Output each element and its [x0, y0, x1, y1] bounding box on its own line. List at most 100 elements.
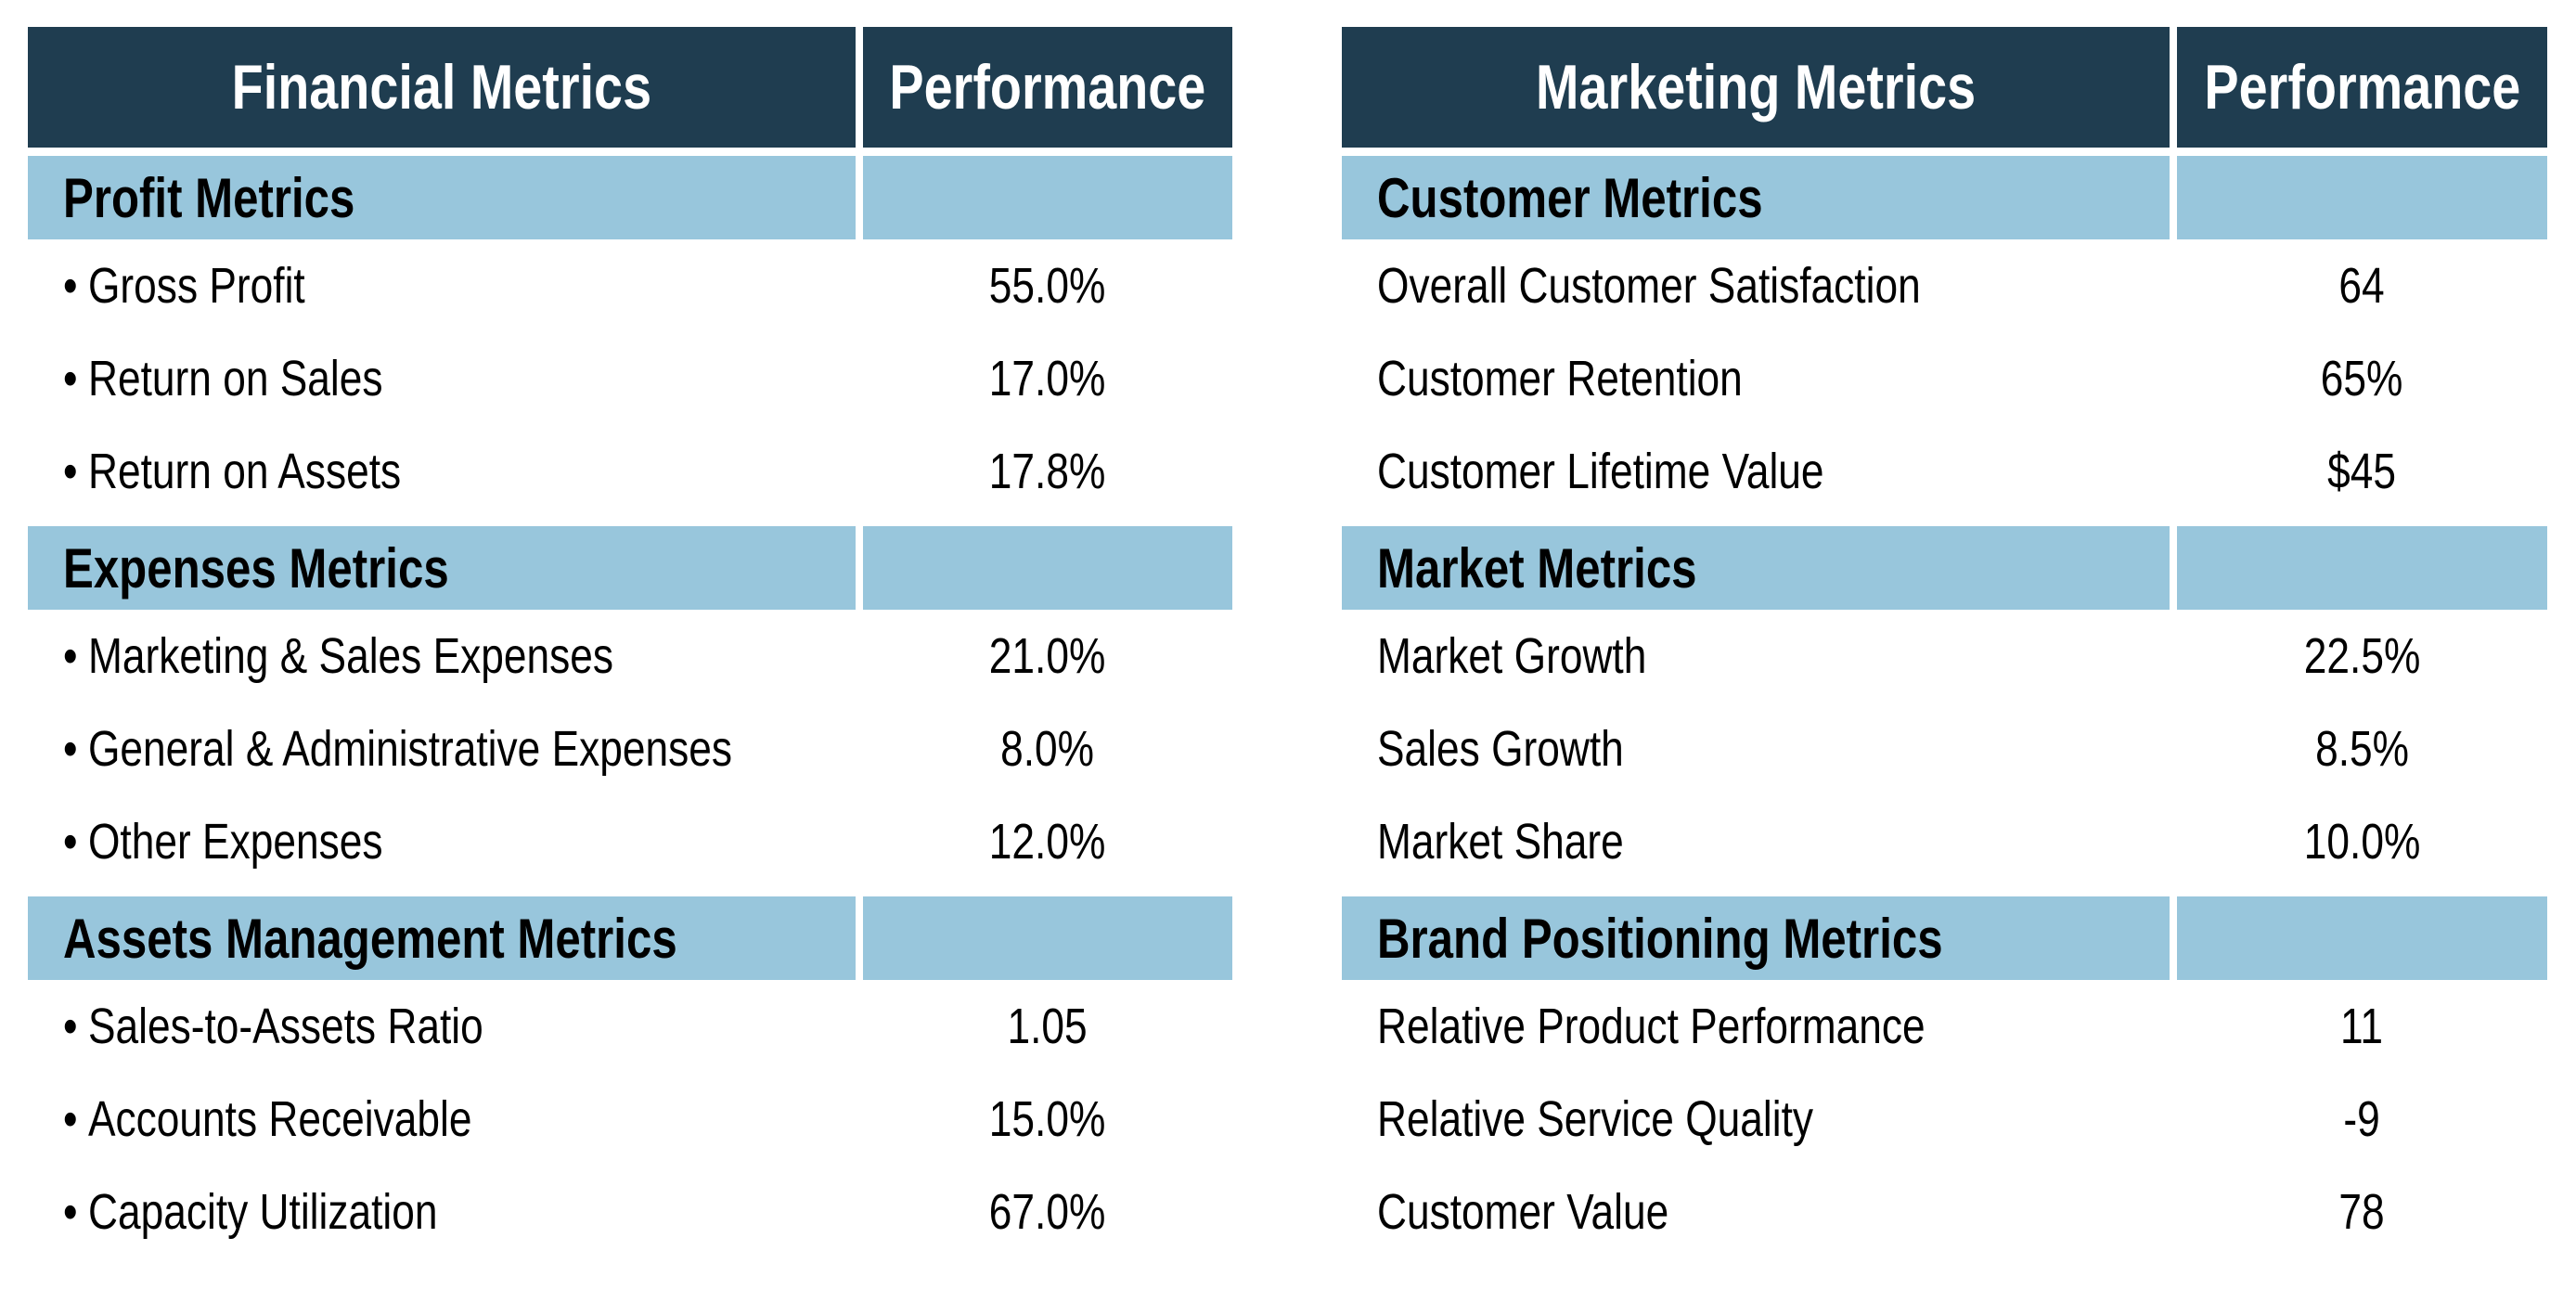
metric-label-wrap: Overall Customer Satisfaction	[1377, 257, 1921, 315]
metric-label: Customer Value	[1377, 1184, 1669, 1240]
metric-label-wrap: Market Growth	[1377, 627, 1646, 685]
performance-value: 64	[2338, 258, 2386, 314]
section-title-cell: Expenses Metrics	[28, 526, 856, 610]
metric-label-wrap: Sales Growth	[1377, 720, 1624, 778]
metric-cell: Customer Value	[1342, 1166, 2170, 1258]
bullet-icon: •	[63, 258, 78, 314]
header-metric: Marketing Metrics	[1342, 27, 2170, 148]
metric-cell: • Return on Sales	[28, 332, 856, 425]
metric-cell: • Return on Assets	[28, 425, 856, 518]
metric-label-wrap: Customer Value	[1377, 1183, 1668, 1241]
bullet-icon: •	[63, 814, 78, 870]
metric-cell: Relative Service Quality	[1342, 1073, 2170, 1166]
performance-value: 65%	[2321, 351, 2403, 406]
performance-value: 12.0%	[989, 814, 1106, 870]
section-title-cell: Brand Positioning Metrics	[1342, 896, 2170, 980]
metric-label-wrap: Relative Product Performance	[1377, 998, 1926, 1055]
section-empty-cell	[863, 526, 1232, 610]
section-empty-cell	[863, 156, 1232, 239]
table-row: • Accounts Receivable 15.0%	[28, 1073, 1232, 1166]
metric-label-wrap: • Return on Sales	[63, 350, 383, 407]
performance-cell: 17.0%	[863, 332, 1232, 425]
metric-label: Customer Retention	[1377, 351, 1743, 406]
metric-label-wrap: Customer Lifetime Value	[1377, 443, 1824, 500]
section-title: Customer Metrics	[1377, 166, 1763, 229]
metric-label: General & Administrative Expenses	[87, 721, 733, 777]
metric-cell: • Marketing & Sales Expenses	[28, 610, 856, 703]
metric-label: Relative Service Quality	[1377, 1091, 1814, 1147]
metric-label: Marketing & Sales Expenses	[87, 628, 614, 684]
metric-cell: • Gross Profit	[28, 239, 856, 332]
performance-value: 55.0%	[989, 258, 1106, 314]
performance-value: 67.0%	[989, 1184, 1106, 1240]
table-row: Market Growth 22.5%	[1342, 610, 2547, 703]
section-title: Brand Positioning Metrics	[1377, 907, 1943, 970]
bullet-icon: •	[63, 628, 78, 684]
performance-value: -9	[2343, 1091, 2381, 1147]
performance-value: 22.5%	[2303, 628, 2421, 684]
metric-label: Market Share	[1377, 814, 1624, 870]
metric-cell: Overall Customer Satisfaction	[1342, 239, 2170, 332]
performance-value: 8.0%	[1000, 721, 1095, 777]
metric-label: Market Growth	[1377, 628, 1647, 684]
metric-label-wrap: • General & Administrative Expenses	[63, 720, 732, 778]
header-metric: Financial Metrics	[28, 27, 856, 148]
section-empty-cell	[2177, 156, 2547, 239]
section-row: Customer Metrics	[1342, 156, 2547, 239]
metric-cell: Sales Growth	[1342, 703, 2170, 795]
metric-label: Capacity Utilization	[87, 1184, 438, 1240]
performance-cell: 12.0%	[863, 795, 1232, 888]
metric-label-wrap: • Return on Assets	[63, 443, 401, 500]
section-title-cell: Customer Metrics	[1342, 156, 2170, 239]
metric-cell: Market Share	[1342, 795, 2170, 888]
performance-cell: 1.05	[863, 980, 1232, 1073]
bullet-icon: •	[63, 1091, 78, 1147]
section-title: Profit Metrics	[63, 166, 355, 229]
bullet-icon: •	[63, 999, 78, 1054]
performance-value: $45	[2327, 444, 2397, 499]
metric-cell: • Capacity Utilization	[28, 1166, 856, 1258]
header-label: Financial Metrics	[231, 52, 652, 122]
performance-cell: 78	[2177, 1166, 2547, 1258]
table-row: • Marketing & Sales Expenses 21.0%	[28, 610, 1232, 703]
metric-cell: • Other Expenses	[28, 795, 856, 888]
performance-cell: 17.8%	[863, 425, 1232, 518]
metric-label: Return on Sales	[87, 351, 383, 406]
performance-cell: -9	[2177, 1073, 2547, 1166]
performance-value: 21.0%	[989, 628, 1106, 684]
table-row: • Sales-to-Assets Ratio 1.05	[28, 980, 1232, 1073]
bullet-icon: •	[63, 1184, 78, 1240]
performance-value: 17.8%	[989, 444, 1106, 499]
performance-cell: 64	[2177, 239, 2547, 332]
metric-label: Other Expenses	[87, 814, 383, 870]
metric-cell: Customer Retention	[1342, 332, 2170, 425]
table-row: Customer Retention 65%	[1342, 332, 2547, 425]
section-row: Brand Positioning Metrics	[1342, 896, 2547, 980]
metric-label-wrap: Relative Service Quality	[1377, 1090, 1813, 1148]
table-row: • Other Expenses 12.0%	[28, 795, 1232, 888]
financial-metrics-table: Financial Metrics Performance Profit Met…	[28, 27, 1232, 1258]
performance-value: 1.05	[1007, 999, 1088, 1054]
performance-cell: 22.5%	[2177, 610, 2547, 703]
header-label: Performance	[889, 52, 1206, 122]
performance-value: 11	[2340, 999, 2384, 1054]
metric-cell: • Sales-to-Assets Ratio	[28, 980, 856, 1073]
metric-cell: • Accounts Receivable	[28, 1073, 856, 1166]
marketing-metrics-table: Marketing Metrics Performance Customer M…	[1342, 27, 2547, 1258]
table-row: Customer Lifetime Value $45	[1342, 425, 2547, 518]
section-title-cell: Assets Management Metrics	[28, 896, 856, 980]
metric-label-wrap: • Other Expenses	[63, 813, 382, 870]
section-row: Expenses Metrics	[28, 526, 1232, 610]
performance-cell: 8.0%	[863, 703, 1232, 795]
section-row: Market Metrics	[1342, 526, 2547, 610]
bullet-icon: •	[63, 351, 78, 406]
table-header: Financial Metrics Performance	[28, 27, 1232, 148]
performance-value: 8.5%	[2315, 721, 2409, 777]
performance-cell: 21.0%	[863, 610, 1232, 703]
section-title: Market Metrics	[1377, 536, 1697, 599]
metric-cell: • General & Administrative Expenses	[28, 703, 856, 795]
metric-label: Relative Product Performance	[1377, 999, 1926, 1054]
metric-label: Accounts Receivable	[87, 1091, 472, 1147]
table-row: Customer Value 78	[1342, 1166, 2547, 1258]
performance-cell: $45	[2177, 425, 2547, 518]
